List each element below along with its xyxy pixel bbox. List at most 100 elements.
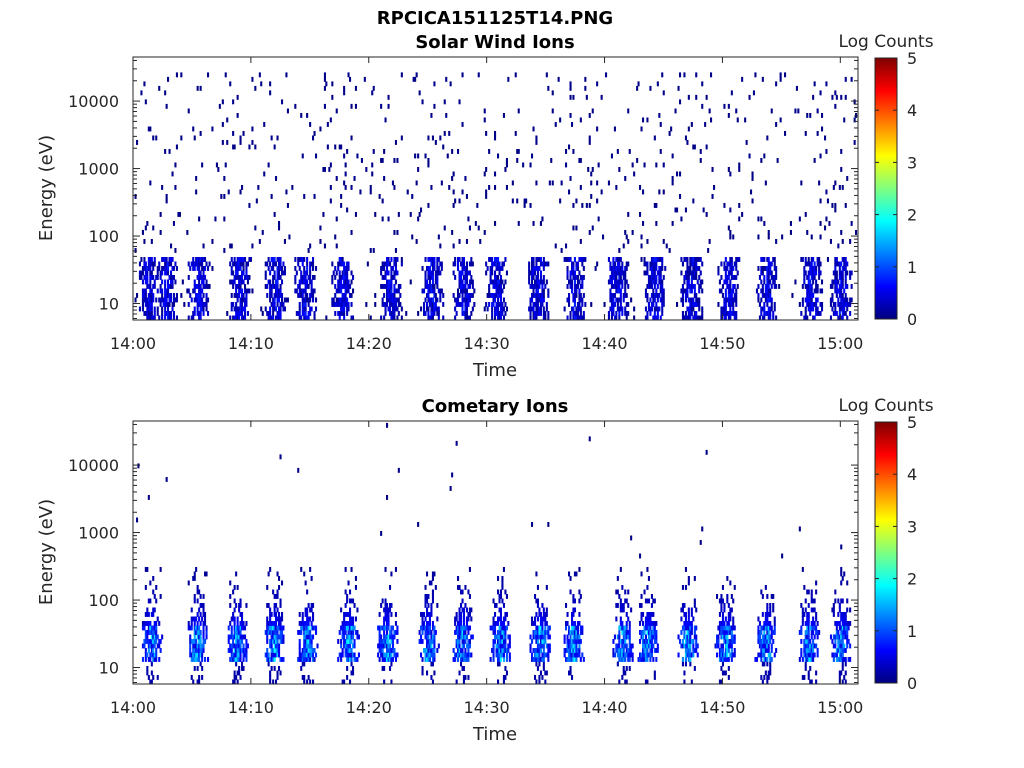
heatmap-cell <box>152 652 155 658</box>
heatmap-cell <box>346 598 349 604</box>
heatmap-cell <box>761 266 764 271</box>
heatmap-cell <box>775 266 778 271</box>
heatmap-cell <box>270 652 273 658</box>
heatmap-cell <box>278 612 281 617</box>
heatmap-cell <box>767 261 770 267</box>
heatmap-cell <box>575 643 578 649</box>
heatmap-cell <box>523 203 526 208</box>
heatmap-cell <box>381 657 384 662</box>
heatmap-cell <box>140 257 143 262</box>
heatmap-cell <box>235 302 238 307</box>
heatmap-cell <box>679 639 682 644</box>
heatmap-cell <box>278 270 281 276</box>
heatmap-cell <box>724 266 727 271</box>
heatmap-cell <box>156 634 159 640</box>
heatmap-cell <box>770 630 773 635</box>
heatmap-cell <box>301 625 304 631</box>
heatmap-cell <box>430 284 433 289</box>
heatmap-cell <box>270 648 273 653</box>
heatmap-cell <box>424 598 427 604</box>
heatmap-cell <box>144 612 147 617</box>
heatmap-cell <box>534 302 537 307</box>
heatmap-cell <box>279 621 282 626</box>
heatmap-cell <box>619 567 622 572</box>
heatmap-cell <box>534 284 537 289</box>
heatmap-cell <box>273 594 276 599</box>
heatmap-cell <box>477 72 480 78</box>
heatmap-cell <box>300 270 303 276</box>
heatmap-cell <box>721 652 724 658</box>
heatmap-cell <box>434 297 437 303</box>
heatmap-cell <box>147 311 150 316</box>
heatmap-cell <box>229 81 232 87</box>
heatmap-cell <box>726 266 729 271</box>
heatmap-cell <box>146 607 149 613</box>
heatmap-cell <box>579 117 582 123</box>
heatmap-cell <box>689 266 692 271</box>
heatmap-cell <box>720 621 723 626</box>
heatmap-cell <box>245 288 248 294</box>
heatmap-cell <box>532 630 535 635</box>
heatmap-cell <box>810 306 813 312</box>
heatmap-cell <box>494 135 497 141</box>
heatmap-cell <box>539 616 542 622</box>
heatmap-cell <box>331 275 334 280</box>
heatmap-cell <box>615 311 618 316</box>
heatmap-cell <box>460 661 463 667</box>
heatmap-cell <box>301 648 304 653</box>
heatmap-cell <box>584 302 587 307</box>
heatmap-cell <box>468 270 471 276</box>
heatmap-cell <box>310 643 313 649</box>
heatmap-cell <box>528 270 531 276</box>
heatmap-cell <box>331 81 334 87</box>
heatmap-cell <box>804 257 807 262</box>
heatmap-cell <box>726 576 729 581</box>
heatmap-cell <box>569 113 572 118</box>
heatmap-cell <box>201 306 204 312</box>
heatmap-cell <box>279 630 282 635</box>
heatmap-cell <box>840 275 843 280</box>
heatmap-cell <box>309 567 312 572</box>
heatmap-cell <box>211 239 214 244</box>
heatmap-cell <box>497 679 500 684</box>
heatmap-cell <box>695 270 698 276</box>
heatmap-cell <box>622 275 625 280</box>
heatmap-cell <box>600 94 603 100</box>
heatmap-cell <box>202 257 205 262</box>
heatmap-cell <box>684 625 687 631</box>
heatmap-cell <box>730 266 733 271</box>
heatmap-cell <box>536 257 539 262</box>
heatmap-cell <box>471 261 474 267</box>
heatmap-cell <box>241 185 244 190</box>
heatmap-cell <box>844 94 847 100</box>
heatmap-cell <box>766 270 769 276</box>
heatmap-cell <box>156 275 159 280</box>
heatmap-cell <box>273 257 276 262</box>
heatmap-cell <box>825 149 828 154</box>
heatmap-cell <box>270 288 273 294</box>
heatmap-cell <box>690 275 693 280</box>
heatmap-cell <box>627 311 630 316</box>
heatmap-cell <box>717 266 720 271</box>
heatmap-cell <box>196 293 199 298</box>
heatmap-cell <box>683 603 686 608</box>
heatmap-cell <box>724 670 727 676</box>
heatmap-cell <box>433 288 436 294</box>
heatmap-cell <box>232 315 235 320</box>
heatmap-cell <box>278 315 281 320</box>
heatmap-cell <box>693 630 696 635</box>
heatmap-cell <box>393 288 396 294</box>
heatmap-cell <box>193 297 196 303</box>
heatmap-cell <box>273 306 276 312</box>
heatmap-cell <box>467 284 470 289</box>
heatmap-cell <box>646 284 649 289</box>
heatmap-cell <box>304 652 307 658</box>
heatmap-cell <box>726 625 729 631</box>
heatmap-cell <box>346 279 349 285</box>
heatmap-cell <box>236 306 239 312</box>
heatmap-cell <box>492 643 495 649</box>
heatmap-cell <box>720 275 723 280</box>
heatmap-cell <box>343 621 346 626</box>
heatmap-cell <box>335 297 338 303</box>
